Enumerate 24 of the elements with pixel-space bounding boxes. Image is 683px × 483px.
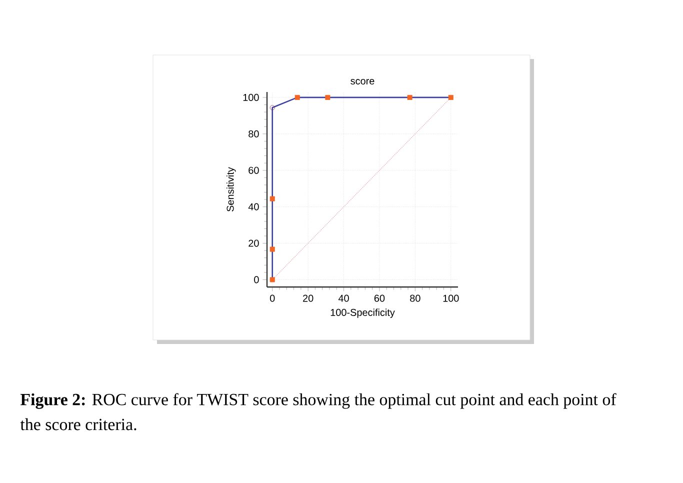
y-axis-title: Sensitivity [226,167,236,212]
x-tick-label: 40 [338,294,349,302]
point [270,277,275,282]
y-tick-label: 60 [248,166,259,174]
y-tick-label: 100 [243,94,259,101]
x-axis-title: 100-Specificity [330,308,395,318]
y-tick-label: 0 [254,276,259,284]
y-tick-label: 40 [248,203,259,210]
x-tick-label: 0 [270,294,275,302]
point [270,196,275,202]
x-tick-label: 60 [374,294,385,302]
text: Figure 2: ROC curve for TWIST score showing the optimal cut point and each point of the score criteria. [20,393,616,430]
x-tick-label: 20 [303,294,314,302]
point [294,94,300,100]
y-tick-label: 80 [248,130,259,138]
y-tick-label: 20 [248,240,259,247]
point [407,94,412,100]
chart-title: score [350,79,374,84]
x-tick-label: 100 [443,294,459,302]
point [270,246,275,252]
x-tick-label: 80 [410,294,420,302]
point [270,105,275,110]
point [325,94,330,100]
point [448,94,454,100]
